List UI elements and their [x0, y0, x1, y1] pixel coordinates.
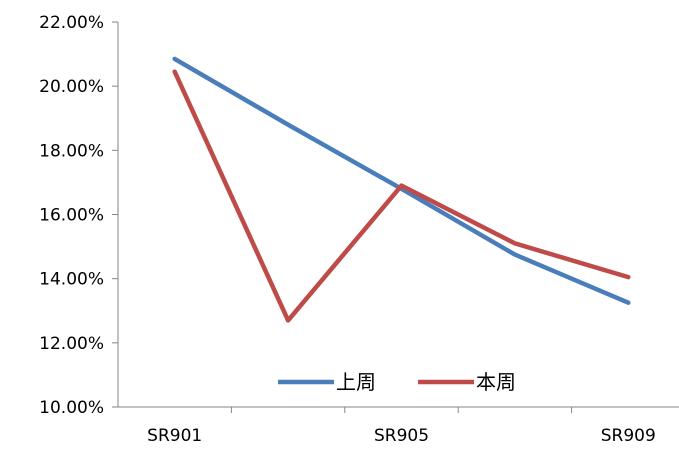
x-tick-label: SR901: [147, 426, 202, 446]
x-tick-label: SR909: [601, 426, 656, 446]
series-line-1: [172, 56, 631, 305]
y-tick-label: 12.00%: [39, 334, 104, 354]
y-tick-label: 16.00%: [39, 206, 104, 226]
series-layer: [172, 56, 631, 323]
legend-label: 本周: [476, 370, 516, 394]
axes: 10.00% 12.00% 14.00% 16.00% 18.00% 20.00% 22.0…: [39, 13, 679, 446]
y-tick-label: 14.00%: [39, 270, 104, 290]
legend-label: 上周: [336, 370, 376, 394]
y-tick-label: 20.00%: [39, 77, 104, 97]
y-tick-label: 10.00%: [39, 398, 104, 418]
y-tick-label: 18.00%: [39, 141, 104, 161]
y-tick-label: 22.00%: [39, 13, 104, 33]
legend: 上周 本周: [278, 370, 516, 394]
x-tick-label: SR905: [374, 426, 429, 446]
series-line-2: [172, 69, 631, 323]
